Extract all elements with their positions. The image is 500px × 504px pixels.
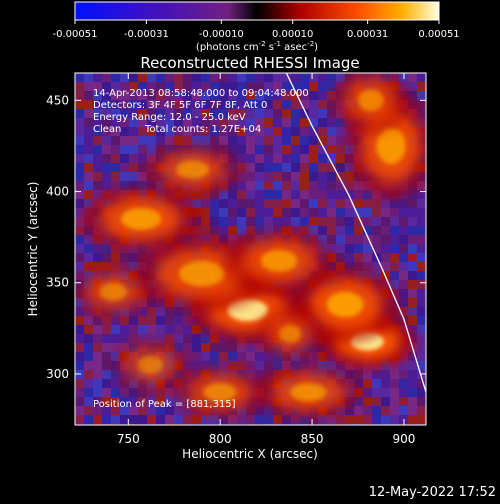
x-tick-label: 800	[209, 432, 232, 446]
colorbar-tick-label: -0.00010	[199, 29, 244, 40]
emission-peak	[178, 260, 225, 287]
colorbar-tick-label: 0.00051	[418, 29, 459, 40]
emission-peak	[260, 249, 298, 272]
emission-peak	[99, 282, 128, 301]
emission-peak	[176, 160, 210, 179]
peak-position: Position of Peak = [881,315]	[93, 399, 236, 410]
y-axis-ticks: 300 350 400 450	[46, 93, 426, 381]
emission-peak	[290, 383, 327, 402]
solar-limb	[285, 73, 426, 393]
colorbar-unit: (photons cm-2 s-1 asec-2)	[196, 40, 318, 53]
x-axis-label: Heliocentric X (arcsec)	[182, 447, 318, 461]
time-range: 14-Apr-2013 08:58:48.000 to 09:04:48.000	[93, 88, 309, 99]
colorbar	[74, 1, 440, 21]
footer-datetime: 12-May-2022 17:52	[369, 485, 496, 500]
x-axis-ticks: 750 800 850 900	[117, 73, 415, 446]
y-tick-label: 350	[46, 276, 69, 290]
y-tick-label: 400	[46, 185, 69, 199]
emission-peak	[326, 291, 364, 318]
energy-range: Energy Range: 12.0 - 25.0 keV	[93, 112, 246, 123]
clean-label: Clean	[93, 124, 121, 135]
emission-peak	[376, 127, 406, 165]
emission-peak	[203, 383, 237, 402]
x-tick-label: 900	[392, 432, 415, 446]
y-tick-label: 450	[46, 93, 69, 107]
emission-sources	[75, 73, 426, 420]
colorbar-tick-label: 0.00031	[347, 29, 388, 40]
chart-title: Reconstructed RHESSI Image	[140, 54, 359, 72]
y-tick-label: 300	[46, 367, 69, 381]
colorbar-tick-label: -0.00031	[124, 29, 169, 40]
plot-frame	[74, 72, 427, 426]
emission-peak	[120, 207, 162, 230]
emission-peak	[137, 355, 164, 374]
detectors: Detectors: 3F 4F 5F 6F 7F 8F, Att 0	[93, 100, 267, 111]
total-counts: Total counts: 1.27E+04	[144, 124, 261, 135]
colorbar-tick-label: 0.00010	[272, 29, 313, 40]
colorbar-ticks: -0.00051 -0.00031 -0.00010 0.00010 0.00031 0.…	[53, 20, 460, 40]
image-area	[75, 73, 426, 425]
x-tick-label: 750	[117, 432, 140, 446]
emission-peak	[278, 324, 302, 343]
emission-peak	[358, 89, 384, 112]
x-tick-label: 850	[301, 432, 324, 446]
y-axis-label: Heliocentric Y (arcsec)	[26, 182, 40, 317]
colorbar-tick-label: -0.00051	[53, 29, 98, 40]
